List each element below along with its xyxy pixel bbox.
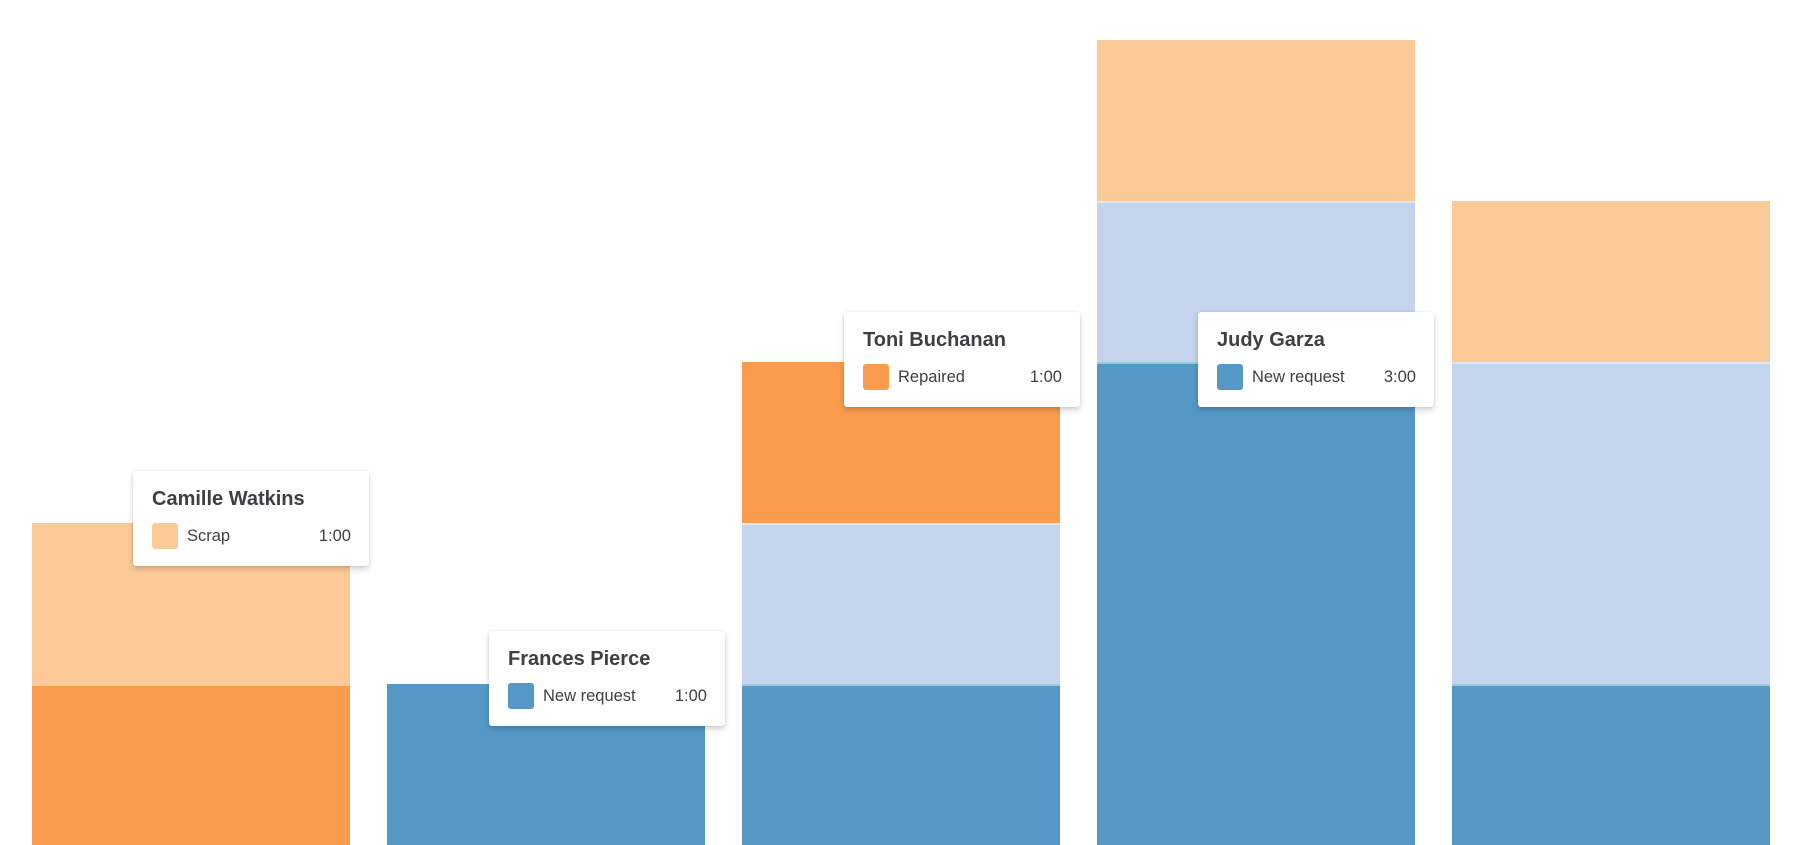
bar-segment-cat5-series1[interactable] [1452,684,1770,845]
tooltip-series-row: Repaired 1:00 [863,364,1062,390]
series-value: 1:00 [674,686,707,705]
tooltip-series-row: Scrap 1:00 [152,523,351,549]
series-label: New request [1252,367,1345,386]
bar-segment-cat3-series2[interactable] [742,523,1060,684]
bar-segment-cat5-series4[interactable] [1452,201,1770,362]
tooltip-card: Toni Buchanan Repaired 1:00 [844,312,1080,407]
series-value: 3:00 [1383,367,1416,386]
tooltip-card: Camille Watkins Scrap 1:00 [133,471,369,566]
series-value: 1:00 [1029,367,1062,386]
bar-segment-cat1-series3[interactable] [32,684,350,845]
series-label: New request [543,686,636,705]
series-label: Repaired [898,367,965,386]
bar-segment-cat4-series1[interactable] [1097,362,1415,845]
bar-segment-cat5-series2[interactable] [1452,362,1770,684]
series-value: 1:00 [318,526,351,545]
series-color-swatch [508,683,534,709]
tooltip-card: Frances Pierce New request 1:00 [489,631,725,726]
bar-segment-cat4-series4[interactable] [1097,40,1415,201]
series-label: Scrap [187,526,231,545]
tooltip-card: Judy Garza New request 3:00 [1198,312,1434,407]
tooltip-person-name: Judy Garza [1217,329,1325,351]
tooltip-person-name: Frances Pierce [508,648,651,670]
series-color-swatch [1217,364,1243,390]
tooltip-series-row: New request 1:00 [508,683,707,709]
series-color-swatch [152,523,178,549]
tooltip-person-name: Toni Buchanan [863,329,1006,351]
bar-segment-cat3-series1[interactable] [742,684,1060,845]
tooltip-series-row: New request 3:00 [1217,364,1416,390]
tooltip-person-name: Camille Watkins [152,488,305,510]
series-color-swatch [863,364,889,390]
